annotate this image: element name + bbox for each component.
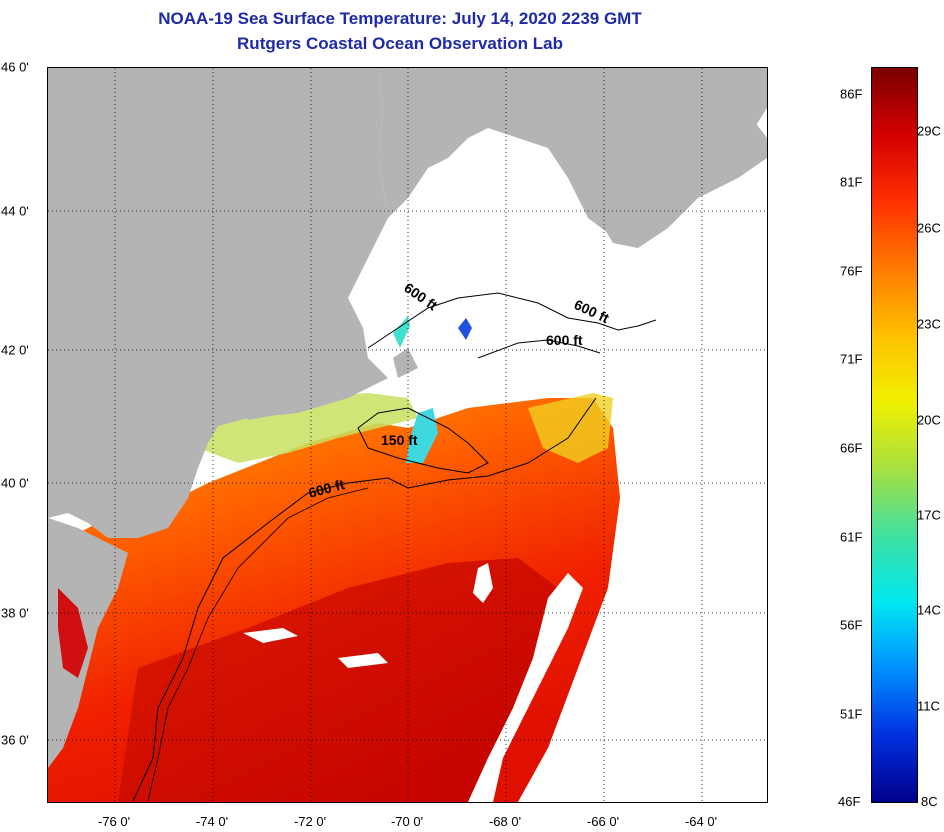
colorbar-label-46f: 46F bbox=[838, 794, 861, 809]
cloud-streak bbox=[473, 563, 493, 603]
lon-label-64: -64 0' bbox=[684, 814, 718, 829]
cloud-streak bbox=[338, 653, 388, 668]
shelf-break-region bbox=[528, 393, 613, 463]
isobath-shelf-inner bbox=[147, 487, 369, 802]
sst-map: 600 ft 600 ft 600 ft 150 ft 600 ft bbox=[48, 68, 767, 802]
colorbar-label-17c: 17C bbox=[917, 507, 941, 523]
temperature-colorbar bbox=[871, 67, 918, 803]
land-canada-maine bbox=[378, 68, 767, 233]
colorbar-label-26c: 26C bbox=[917, 220, 941, 236]
isobath-150ft-georges bbox=[357, 407, 489, 474]
lon-label-72: -72 0' bbox=[293, 814, 327, 829]
colorbar-label-11c: 11C bbox=[917, 698, 940, 714]
land-cape-cod bbox=[393, 348, 418, 378]
lat-label-46: 46 0' bbox=[1, 59, 29, 75]
isobath-label-600-georges: 600 ft bbox=[546, 332, 583, 348]
cold-patch-cape-cod bbox=[393, 316, 410, 348]
land-long-island bbox=[243, 388, 348, 420]
colorbar-label-8c: 8C bbox=[921, 794, 938, 809]
lat-label-44: 44 0' bbox=[1, 203, 29, 219]
colorbar-label-23c: 23C bbox=[917, 316, 941, 332]
land-nova-scotia bbox=[578, 108, 767, 248]
isobath-600ft-shelf bbox=[132, 397, 597, 802]
colorbar-label-20c: 20C bbox=[917, 412, 941, 428]
land-us-northeast bbox=[48, 68, 388, 538]
sst-map-panel: 600 ft 600 ft 600 ft 150 ft 600 ft bbox=[47, 67, 768, 803]
lat-label-36: 36 0' bbox=[1, 732, 29, 748]
isobath-600ft-gulf bbox=[367, 292, 657, 349]
colorbar-label-14c: 14C bbox=[917, 602, 941, 618]
lon-label-74: -74 0' bbox=[195, 814, 229, 829]
colorbar-label-66f: 66F bbox=[840, 440, 863, 456]
colorbar-label-76f: 76F bbox=[840, 263, 863, 279]
lat-label-42: 42 0' bbox=[1, 342, 29, 358]
chesapeake-bay bbox=[58, 588, 88, 678]
isobath-600ft-georges bbox=[477, 339, 601, 359]
cloud-streak bbox=[243, 628, 298, 643]
lon-label-76: -76 0' bbox=[97, 814, 131, 829]
map-subtitle: Rutgers Coastal Ocean Observation Lab bbox=[237, 34, 563, 53]
warm-core-region bbox=[118, 558, 558, 802]
colorbar-label-29c: 29C bbox=[917, 123, 941, 139]
lon-label-66: -66 0' bbox=[586, 814, 620, 829]
colorbar-label-51f: 51F bbox=[840, 706, 863, 722]
cold-patch-gulf-maine bbox=[458, 318, 472, 340]
map-title: NOAA-19 Sea Surface Temperature: July 14… bbox=[158, 9, 642, 28]
colorbar-label-71f: 71F bbox=[840, 351, 863, 367]
lat-label-40: 40 0' bbox=[1, 475, 29, 491]
colorbar-label-56f: 56F bbox=[840, 617, 863, 633]
cold-patch-georges bbox=[406, 408, 438, 463]
lat-label-38: 38 0' bbox=[1, 605, 29, 621]
colorbar-label-61f: 61F bbox=[840, 529, 863, 545]
colorbar-label-86f: 86F bbox=[840, 86, 863, 102]
land-mid-atlantic bbox=[48, 518, 128, 768]
lon-label-70: -70 0' bbox=[390, 814, 424, 829]
colorbar-label-81f: 81F bbox=[840, 174, 863, 190]
lon-label-68: -68 0' bbox=[488, 814, 522, 829]
cloud-streak bbox=[468, 573, 583, 802]
isobath-label-150-georges: 150 ft bbox=[381, 432, 418, 448]
